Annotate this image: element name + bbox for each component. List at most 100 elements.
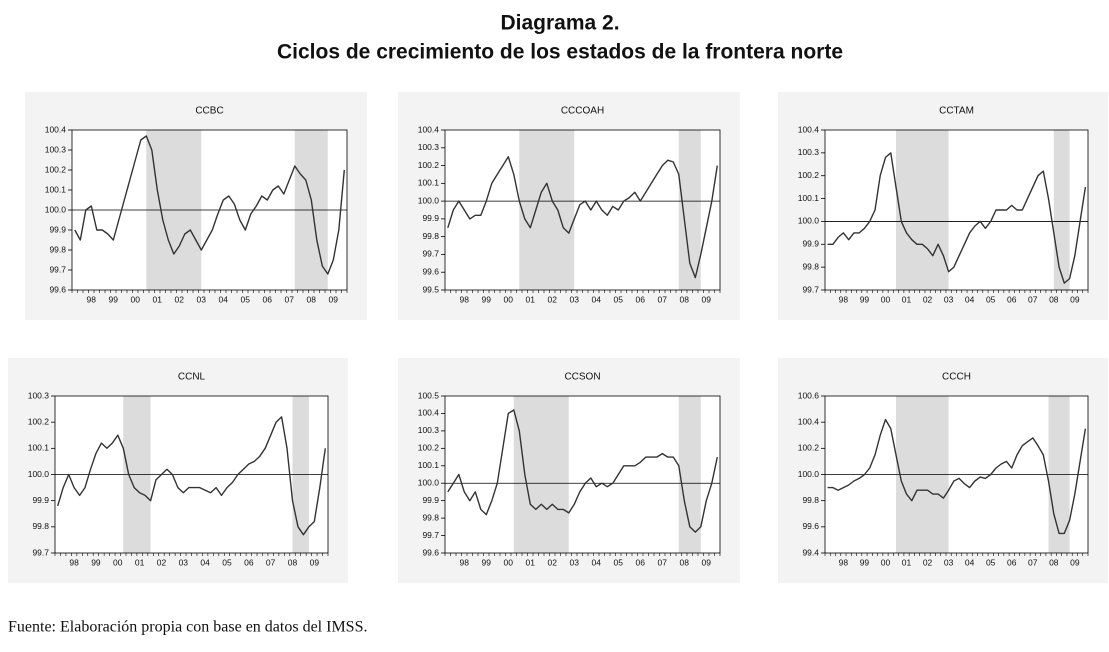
x-tick-label: 07 (658, 557, 668, 567)
x-tick-label: 98 (839, 557, 849, 567)
x-tick-label: 03 (570, 557, 580, 567)
y-tick-label: 100.0 (798, 469, 820, 479)
y-tick-label: 100.0 (418, 477, 440, 487)
series-line (447, 409, 718, 533)
figure-subtitle: Ciclos de crecimiento de los estados de … (277, 41, 843, 64)
x-tick-label: 04 (592, 294, 602, 304)
y-tick-label: 99.8 (422, 231, 439, 241)
y-tick-label: 99.9 (422, 495, 439, 505)
x-tick-label: 04 (965, 557, 975, 567)
panel: CCCOAH 99.5 99.6 99.7 99.8 99.9 100.0 100.1 100.… (398, 92, 740, 320)
y-tick-label: 100.0 (45, 204, 67, 214)
y-tick-label: 99.9 (422, 213, 439, 223)
x-tick-label: 02 (157, 557, 167, 567)
y-tick-label: 100.0 (28, 469, 50, 479)
y-tick-label: 99.7 (49, 264, 66, 274)
panel-title: CCSON (564, 372, 600, 383)
x-tick-label: 99 (109, 294, 119, 304)
shaded-band (896, 130, 949, 290)
y-tick-label: 99.6 (422, 547, 439, 557)
x-tick-label: 01 (526, 294, 536, 304)
x-tick-label: 02 (923, 294, 933, 304)
series-line (827, 418, 1087, 535)
y-tick-label: 100.6 (798, 390, 820, 400)
shaded-band (678, 396, 701, 553)
plot-frame (54, 395, 329, 554)
panel: CCNL 99.7 99.8 99.9 100.0 100.1 100.2 100.3 98 99… (8, 358, 348, 583)
y-tick-label: 100.4 (45, 124, 67, 134)
y-tick-label: 100.1 (798, 193, 820, 203)
y-tick-label: 100.4 (418, 124, 440, 134)
y-tick-label: 99.5 (422, 284, 439, 294)
x-tick-label: 00 (131, 294, 141, 304)
series-line (827, 152, 1087, 284)
y-tick-label: 99.7 (32, 547, 49, 557)
plot-frame (444, 395, 721, 554)
y-tick-label: 99.6 (802, 521, 819, 531)
x-tick-label: 04 (200, 557, 210, 567)
y-tick-label: 100.4 (418, 408, 440, 418)
y-tick-label: 100.1 (418, 178, 440, 188)
panel-title: CCTAM (939, 106, 974, 117)
x-tick-label: 07 (266, 557, 276, 567)
y-tick-label: 100.5 (418, 390, 440, 400)
x-tick-label: 08 (1049, 294, 1059, 304)
x-tick-label: 02 (548, 557, 558, 567)
plot-area (445, 396, 720, 553)
x-tick-label: 07 (1028, 294, 1038, 304)
x-tick-label: 03 (197, 294, 207, 304)
y-tick-label: 100.1 (45, 184, 67, 194)
y-tick-label: 99.9 (49, 224, 66, 234)
y-tick-label: 99.9 (32, 495, 49, 505)
x-tick-label: 06 (636, 294, 646, 304)
panel-title: CCCH (942, 372, 971, 383)
y-tick-label: 100.2 (28, 416, 50, 426)
plot-frame (444, 129, 721, 291)
x-tick-label: 09 (1070, 557, 1080, 567)
x-tick-label: 99 (860, 557, 870, 567)
y-tick-label: 100.2 (418, 443, 440, 453)
x-tick-label: 09 (329, 294, 339, 304)
y-tick-label: 100.3 (45, 144, 67, 154)
figure-title: Diagrama 2. (500, 12, 619, 35)
x-tick-label: 00 (504, 557, 514, 567)
y-tick-label: 100.4 (798, 416, 820, 426)
x-tick-label: 00 (113, 557, 123, 567)
x-tick-label: 08 (1049, 557, 1059, 567)
x-tick-label: 98 (839, 294, 849, 304)
y-tick-label: 99.7 (422, 530, 439, 540)
x-tick-label: 05 (986, 294, 996, 304)
x-tick-label: 01 (153, 294, 163, 304)
y-tick-label: 99.6 (422, 266, 439, 276)
x-tick-label: 08 (680, 557, 690, 567)
y-tick-label: 100.2 (45, 164, 67, 174)
y-tick-label: 100.3 (798, 147, 820, 157)
x-tick-label: 03 (944, 294, 954, 304)
x-tick-label: 08 (307, 294, 317, 304)
x-tick-label: 99 (482, 557, 492, 567)
series-line (57, 416, 326, 536)
shaded-band (678, 130, 701, 290)
plot-frame (824, 129, 1089, 291)
series-line (447, 156, 718, 279)
y-tick-label: 100.4 (798, 124, 820, 134)
y-tick-label: 99.8 (32, 521, 49, 531)
y-tick-label: 100.2 (418, 160, 440, 170)
x-tick-label: 00 (881, 294, 891, 304)
x-tick-label: 02 (923, 557, 933, 567)
x-tick-label: 05 (986, 557, 996, 567)
panel-title: CCNL (178, 372, 206, 383)
x-tick-label: 00 (881, 557, 891, 567)
y-tick-label: 100.2 (798, 443, 820, 453)
panel: CCBC 99.6 99.7 99.8 99.9 100.0 100.1 100.2 100.3… (25, 92, 367, 320)
x-tick-label: 04 (592, 557, 602, 567)
y-tick-label: 99.7 (802, 284, 819, 294)
panel-title: CCCOAH (561, 106, 604, 117)
x-tick-label: 01 (526, 557, 536, 567)
x-tick-label: 07 (1028, 557, 1038, 567)
y-tick-label: 100.3 (28, 390, 50, 400)
y-tick-label: 100.1 (418, 460, 440, 470)
series-line (74, 135, 345, 275)
shaded-band (513, 396, 569, 553)
x-tick-label: 03 (179, 557, 189, 567)
